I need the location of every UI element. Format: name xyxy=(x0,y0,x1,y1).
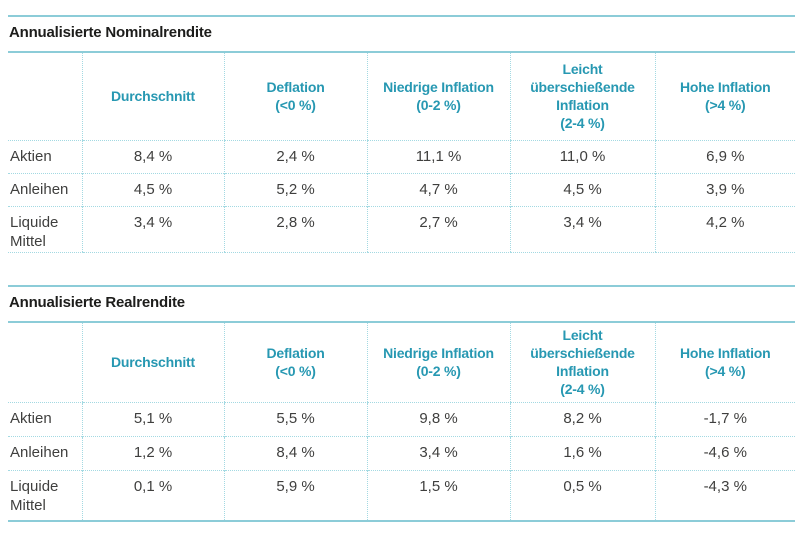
value-cell: 5,5 % xyxy=(223,402,367,437)
real-return-section: Annualisierte Realrendite Durchschnitt D… xyxy=(8,284,795,522)
table-title-real: Annualisierte Realrendite xyxy=(9,293,185,311)
page: Annualisierte Nominalrendite Durchschnit… xyxy=(8,15,795,522)
value-cell: 4,5 % xyxy=(81,172,224,206)
value-cell: 1,5 % xyxy=(366,470,510,522)
value-cell: 3,4 % xyxy=(81,205,224,253)
column-header-leicht-ueberschiessende-inflation: Leicht überschießende Inflation (2-4 %) xyxy=(509,52,655,141)
corner-cell xyxy=(8,321,82,403)
value-cell: 5,1 % xyxy=(81,402,224,437)
value-cell: 2,8 % xyxy=(223,205,367,253)
value-cell-negative: -1,7 % xyxy=(654,402,795,437)
row-label-aktien: Aktien xyxy=(10,410,52,427)
top-divider xyxy=(8,15,795,17)
value-cell: 5,2 % xyxy=(223,172,367,206)
table-row: Liquide Mittel 0,1 % 5,9 % 1,5 % 0,5 % -… xyxy=(8,470,795,522)
row-label-liquide-mittel: Liquide Mittel xyxy=(8,205,82,253)
row-label-liquide-mittel: Liquide Mittel xyxy=(8,470,82,522)
nominal-return-table: Durchschnitt Deflation (<0 %) Niedrige I… xyxy=(8,51,795,253)
column-header-durchschnitt: Durchschnitt xyxy=(81,52,224,141)
column-header-durchschnitt: Durchschnitt xyxy=(81,321,224,403)
column-header-niedrige-inflation: Niedrige Inflation (0-2 %) xyxy=(366,321,510,403)
top-divider xyxy=(8,284,795,287)
column-header-hohe-inflation: Hohe Inflation (>4 %) xyxy=(654,321,795,403)
value-cell: 9,8 % xyxy=(366,402,510,437)
value-cell: 4,5 % xyxy=(509,172,655,206)
value-cell: 6,9 % xyxy=(654,140,795,173)
value-cell: 3,4 % xyxy=(509,205,655,253)
value-cell: 4,7 % xyxy=(366,172,510,206)
value-cell: 0,5 % xyxy=(509,470,655,522)
column-header-leicht-ueberschiessende-inflation: Leicht überschießende Inflation (2-4 %) xyxy=(509,321,655,403)
value-cell: 2,7 % xyxy=(366,205,510,253)
row-label-anleihen: Anleihen xyxy=(8,172,82,206)
value-cell: 3,9 % xyxy=(654,172,795,206)
row-label-aktien: Aktien xyxy=(10,147,52,165)
value-cell: 11,1 % xyxy=(366,140,510,173)
column-header-hohe-inflation: Hohe Inflation (>4 %) xyxy=(654,52,795,141)
nominal-return-section: Annualisierte Nominalrendite Durchschnit… xyxy=(8,15,795,253)
table-row: Anleihen 4,5 % 5,2 % 4,7 % 4,5 % 3,9 % xyxy=(8,172,795,206)
value-cell: 3,4 % xyxy=(366,436,510,471)
table-row: Anleihen 1,2 % 8,4 % 3,4 % 1,6 % -4,6 % xyxy=(8,436,795,471)
value-cell-negative: -4,3 % xyxy=(654,470,795,522)
column-header-deflation: Deflation (<0 %) xyxy=(223,52,367,141)
table-title-nominal: Annualisierte Nominalrendite xyxy=(9,24,212,41)
value-cell-negative: -4,6 % xyxy=(654,436,795,471)
value-cell: 1,6 % xyxy=(509,436,655,471)
value-cell: 8,4 % xyxy=(81,140,224,173)
table-header-row: Durchschnitt Deflation (<0 %) Niedrige I… xyxy=(8,52,795,141)
value-cell: 0,1 % xyxy=(81,470,224,522)
table-row: Aktien 5,1 % 5,5 % 9,8 % 8,2 % -1,7 % xyxy=(8,402,795,437)
value-cell: 2,4 % xyxy=(223,140,367,173)
value-cell: 4,2 % xyxy=(654,205,795,253)
value-cell: 1,2 % xyxy=(81,436,224,471)
corner-cell xyxy=(8,52,82,141)
real-return-table: Durchschnitt Deflation (<0 %) Niedrige I… xyxy=(8,320,795,522)
column-header-deflation: Deflation (<0 %) xyxy=(223,321,367,403)
value-cell: 8,2 % xyxy=(509,402,655,437)
table-row: Liquide Mittel 3,4 % 2,8 % 2,7 % 3,4 % 4… xyxy=(8,205,795,253)
table-header-row: Durchschnitt Deflation (<0 %) Niedrige I… xyxy=(8,321,795,403)
value-cell: 5,9 % xyxy=(223,470,367,522)
value-cell: 11,0 % xyxy=(509,140,655,173)
row-label-anleihen: Anleihen xyxy=(8,436,82,471)
value-cell: 8,4 % xyxy=(223,436,367,471)
column-header-niedrige-inflation: Niedrige Inflation (0-2 %) xyxy=(366,52,510,141)
table-row: Aktien 8,4 % 2,4 % 11,1 % 11,0 % 6,9 % xyxy=(8,140,795,173)
